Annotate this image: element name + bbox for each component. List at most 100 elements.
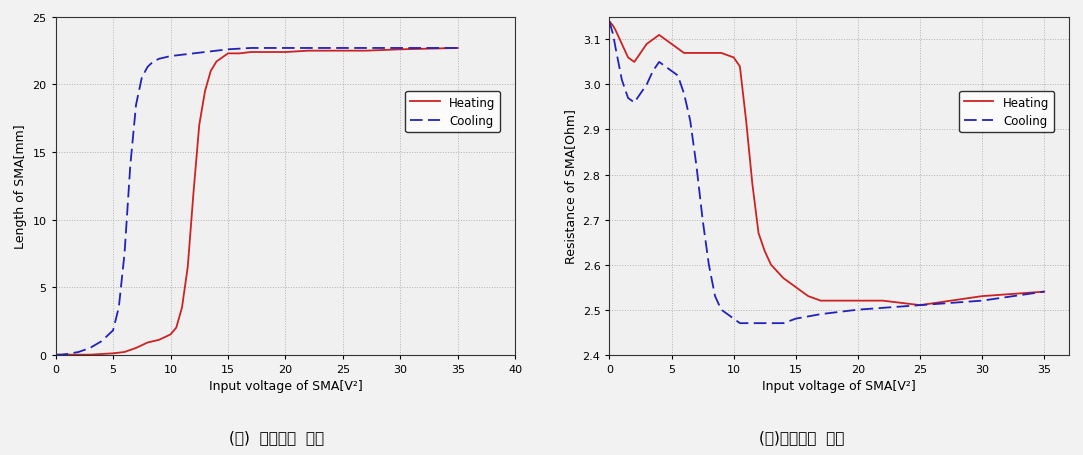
Line: Cooling: Cooling xyxy=(610,22,1044,324)
Cooling xyxy=(721,312,734,317)
Heating xyxy=(634,51,647,56)
Text: (가)  길이변화  특성: (가) 길이변화 특성 xyxy=(229,430,324,444)
Heating xyxy=(302,49,315,54)
Heating xyxy=(609,29,622,34)
Cooling xyxy=(452,46,465,51)
Heating xyxy=(758,249,771,254)
Line: Cooling: Cooling xyxy=(55,49,458,355)
Heating xyxy=(187,190,200,196)
Cooling xyxy=(628,101,641,106)
Line: Heating: Heating xyxy=(55,49,458,355)
Cooling xyxy=(198,50,211,56)
Cooling xyxy=(665,69,678,75)
Heating xyxy=(394,47,407,53)
Cooling xyxy=(73,349,86,355)
Cooling xyxy=(814,312,827,317)
Y-axis label: Resistance of SMA[Ohm]: Resistance of SMA[Ohm] xyxy=(564,109,577,263)
Cooling xyxy=(914,303,927,308)
Heating xyxy=(256,50,269,56)
Heating xyxy=(678,51,691,56)
Cooling xyxy=(49,352,62,358)
Heating xyxy=(279,50,292,56)
Heating xyxy=(164,332,177,338)
Cooling xyxy=(210,49,223,54)
Heating xyxy=(153,337,166,343)
Heating xyxy=(727,56,740,61)
Heating xyxy=(49,352,62,358)
Cooling xyxy=(752,321,765,326)
Heating xyxy=(337,49,350,54)
Heating xyxy=(765,262,778,268)
Cooling xyxy=(61,352,74,357)
Cooling xyxy=(658,65,671,70)
Heating xyxy=(221,51,234,57)
Cooling xyxy=(603,20,616,25)
Heating xyxy=(175,305,188,310)
Cooling xyxy=(130,103,143,108)
Heating xyxy=(130,345,143,351)
Cooling xyxy=(337,46,350,51)
Heating xyxy=(801,294,814,299)
Heating xyxy=(640,42,653,47)
Heating xyxy=(141,340,154,345)
Text: (나)저항변화  특성: (나)저항변화 특성 xyxy=(759,430,844,444)
Cooling xyxy=(671,74,684,79)
Cooling xyxy=(106,328,119,334)
Cooling xyxy=(690,163,703,169)
Heating xyxy=(95,352,108,357)
Cooling xyxy=(158,56,171,61)
Heating xyxy=(198,89,211,95)
Heating xyxy=(790,285,803,290)
Cooling xyxy=(394,46,407,51)
Heating xyxy=(61,352,74,358)
Heating xyxy=(622,56,635,61)
Heating xyxy=(671,46,684,52)
Heating xyxy=(1038,289,1051,295)
Cooling xyxy=(765,321,778,326)
Heating xyxy=(814,298,827,303)
Cooling xyxy=(703,262,716,268)
Heating xyxy=(876,298,889,303)
Heating xyxy=(210,60,223,65)
Cooling xyxy=(118,251,131,257)
Cooling xyxy=(615,78,628,84)
Heating xyxy=(83,352,96,358)
Heating xyxy=(914,303,927,308)
Cooling xyxy=(733,321,746,326)
Cooling xyxy=(135,76,148,81)
Heating xyxy=(233,51,246,57)
Cooling xyxy=(777,321,790,326)
Heating xyxy=(55,352,68,358)
Cooling xyxy=(55,352,68,358)
Cooling xyxy=(606,33,619,39)
Heating xyxy=(193,123,206,128)
Cooling xyxy=(164,54,177,60)
Y-axis label: Length of SMA[mm]: Length of SMA[mm] xyxy=(14,124,27,248)
Cooling xyxy=(647,69,660,75)
Heating xyxy=(733,65,746,70)
Heating xyxy=(606,24,619,30)
Heating xyxy=(268,50,280,56)
Cooling xyxy=(715,307,728,313)
Legend: Heating, Cooling: Heating, Cooling xyxy=(960,91,1054,133)
Cooling xyxy=(976,298,989,303)
Cooling xyxy=(683,118,696,124)
Heating xyxy=(628,60,641,66)
Cooling xyxy=(727,316,740,322)
Heating xyxy=(746,182,759,187)
Cooling xyxy=(653,60,666,66)
Cooling xyxy=(1038,289,1051,295)
Heating xyxy=(826,298,839,303)
Cooling xyxy=(83,345,96,351)
Cooling xyxy=(708,294,721,299)
Heating xyxy=(603,20,616,25)
Cooling xyxy=(279,46,292,51)
X-axis label: Input voltage of SMA[V²]: Input voltage of SMA[V²] xyxy=(762,379,916,392)
Cooling xyxy=(113,305,126,310)
Heating xyxy=(615,42,628,47)
Cooling xyxy=(175,53,188,58)
Legend: Heating, Cooling: Heating, Cooling xyxy=(405,91,500,133)
Cooling xyxy=(147,60,160,65)
Heating xyxy=(245,50,258,56)
Heating xyxy=(740,118,753,124)
